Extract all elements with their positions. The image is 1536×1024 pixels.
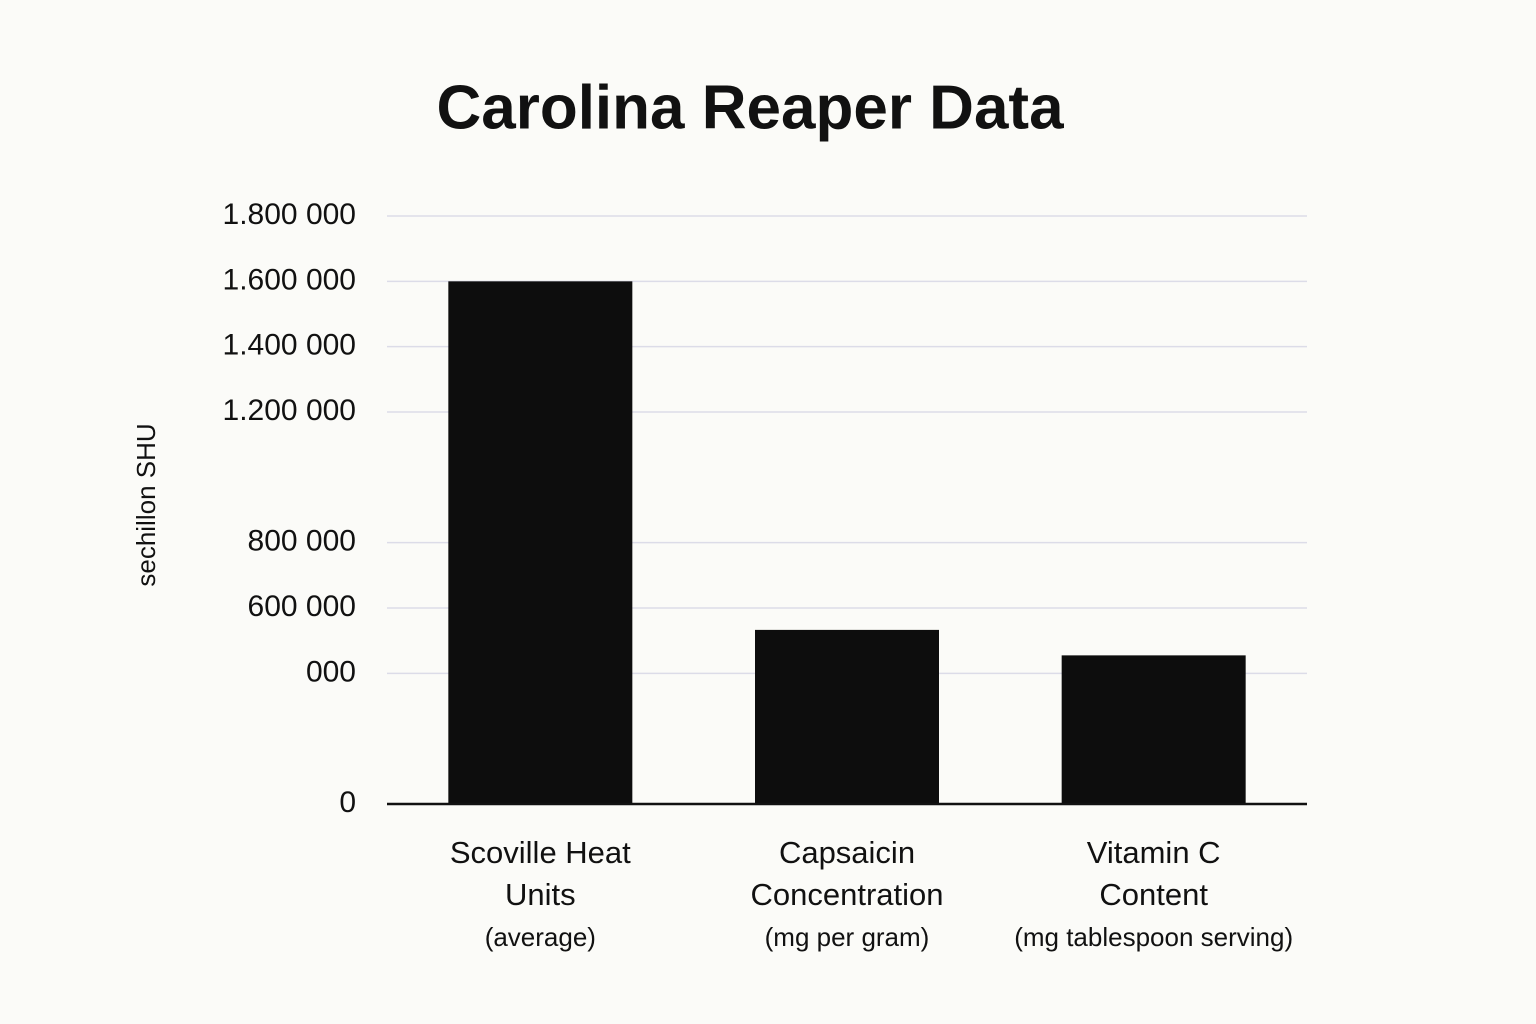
y-tick-label: 1.400 000 [223,329,356,362]
x-tick-label: Capsaicin [779,835,915,870]
x-tick-label: (average) [485,922,596,952]
x-tick-label: (mg per gram) [765,922,930,952]
y-tick-label: 600 000 [248,590,356,623]
bar [755,629,939,804]
x-tick-label: Content [1099,877,1208,912]
y-tick-label: 0 [339,786,356,819]
x-tick-label: Vitamin C [1087,835,1221,870]
chart-title: Carolina Reaper Data [436,73,1064,142]
bar [448,281,633,804]
x-tick-label: (mg tablespoon serving) [1014,922,1293,952]
x-tick-label: Scoville Heat [450,835,631,870]
y-axis-label: sechillon SHU [131,423,161,586]
x-tick-label: Units [505,877,576,912]
y-tick-label: 800 000 [248,525,356,558]
x-tick-label: Concentration [750,877,943,912]
bar [1061,655,1246,804]
y-tick-label: 1.200 000 [223,394,356,427]
y-tick-label: 1.800 000 [223,198,356,231]
y-tick-label: 000 [306,655,356,688]
y-tick-label: 1.600 000 [223,263,356,296]
